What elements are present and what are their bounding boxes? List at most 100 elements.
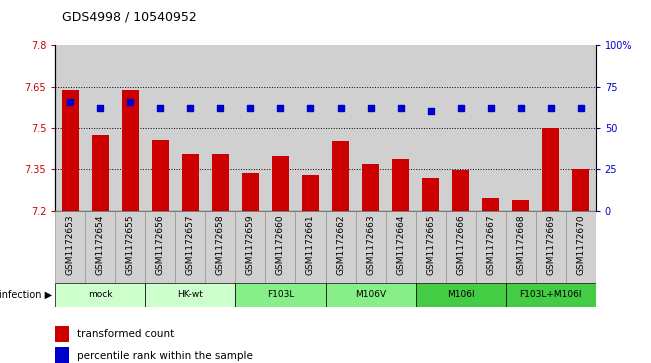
Bar [212,154,229,211]
Bar [55,211,85,283]
Bar [422,178,439,211]
Bar [445,45,476,211]
Text: GSM1172669: GSM1172669 [546,214,555,275]
Point [335,105,346,111]
Text: GSM1172653: GSM1172653 [66,214,75,275]
Bar [506,211,536,283]
Bar [175,211,206,283]
Bar [326,211,355,283]
Bar [476,45,506,211]
Bar [266,45,296,211]
Text: GDS4998 / 10540952: GDS4998 / 10540952 [62,11,197,24]
Point [125,99,135,105]
Text: GSM1172655: GSM1172655 [126,214,135,275]
Bar [145,283,236,307]
Bar [182,154,199,211]
Bar [445,211,476,283]
Bar [332,141,349,211]
Text: mock: mock [88,290,113,299]
Point [546,105,556,111]
Point [155,105,165,111]
Bar [55,283,145,307]
Text: transformed count: transformed count [77,329,174,339]
Bar [536,211,566,283]
Bar [55,347,69,363]
Bar [362,164,379,211]
Text: GSM1172654: GSM1172654 [96,214,105,275]
Text: GSM1172657: GSM1172657 [186,214,195,275]
Bar [175,45,206,211]
Point [186,105,196,111]
Point [575,105,586,111]
Bar [482,198,499,211]
Bar [62,90,79,211]
Bar [115,45,145,211]
Text: GSM1172663: GSM1172663 [366,214,375,275]
Point [65,99,76,105]
Bar [385,211,415,283]
Point [425,109,436,114]
Bar [85,211,115,283]
Point [516,105,526,111]
Text: M106V: M106V [355,290,386,299]
Bar [145,45,175,211]
Bar [566,211,596,283]
Text: GSM1172666: GSM1172666 [456,214,465,275]
Bar [506,283,596,307]
Bar [92,135,109,211]
Bar [55,45,85,211]
Text: percentile rank within the sample: percentile rank within the sample [77,351,253,361]
Bar [326,45,355,211]
Bar [272,156,289,211]
Bar [302,175,319,211]
Text: GSM1172665: GSM1172665 [426,214,435,275]
Text: HK-wt: HK-wt [178,290,203,299]
Text: GSM1172658: GSM1172658 [216,214,225,275]
Bar [85,45,115,211]
Text: GSM1172656: GSM1172656 [156,214,165,275]
Bar [236,283,326,307]
Bar [236,211,266,283]
Bar [115,211,145,283]
Text: GSM1172664: GSM1172664 [396,214,405,275]
Bar [542,128,559,211]
Bar [415,211,445,283]
Bar [512,200,529,211]
Point [486,105,496,111]
Bar [572,169,589,211]
Text: GSM1172660: GSM1172660 [276,214,285,275]
Bar [55,326,69,342]
Bar [536,45,566,211]
Point [305,105,316,111]
Bar [206,211,236,283]
Bar [145,211,175,283]
Point [456,105,466,111]
Bar [393,159,409,211]
Bar [415,283,506,307]
Text: GSM1172662: GSM1172662 [336,214,345,275]
Text: GSM1172670: GSM1172670 [576,214,585,275]
Text: GSM1172667: GSM1172667 [486,214,495,275]
Text: GSM1172661: GSM1172661 [306,214,315,275]
Text: GSM1172668: GSM1172668 [516,214,525,275]
Bar [506,45,536,211]
Point [95,105,105,111]
Point [365,105,376,111]
Bar [122,90,139,211]
Bar [415,45,445,211]
Bar [355,45,385,211]
Bar [296,211,326,283]
Bar [326,283,415,307]
Bar [152,140,169,211]
Bar [452,170,469,211]
Bar [242,172,258,211]
Point [215,105,226,111]
Bar [296,45,326,211]
Bar [566,45,596,211]
Bar [236,45,266,211]
Text: GSM1172659: GSM1172659 [246,214,255,275]
Bar [476,211,506,283]
Bar [206,45,236,211]
Point [245,105,256,111]
Text: infection ▶: infection ▶ [0,290,52,300]
